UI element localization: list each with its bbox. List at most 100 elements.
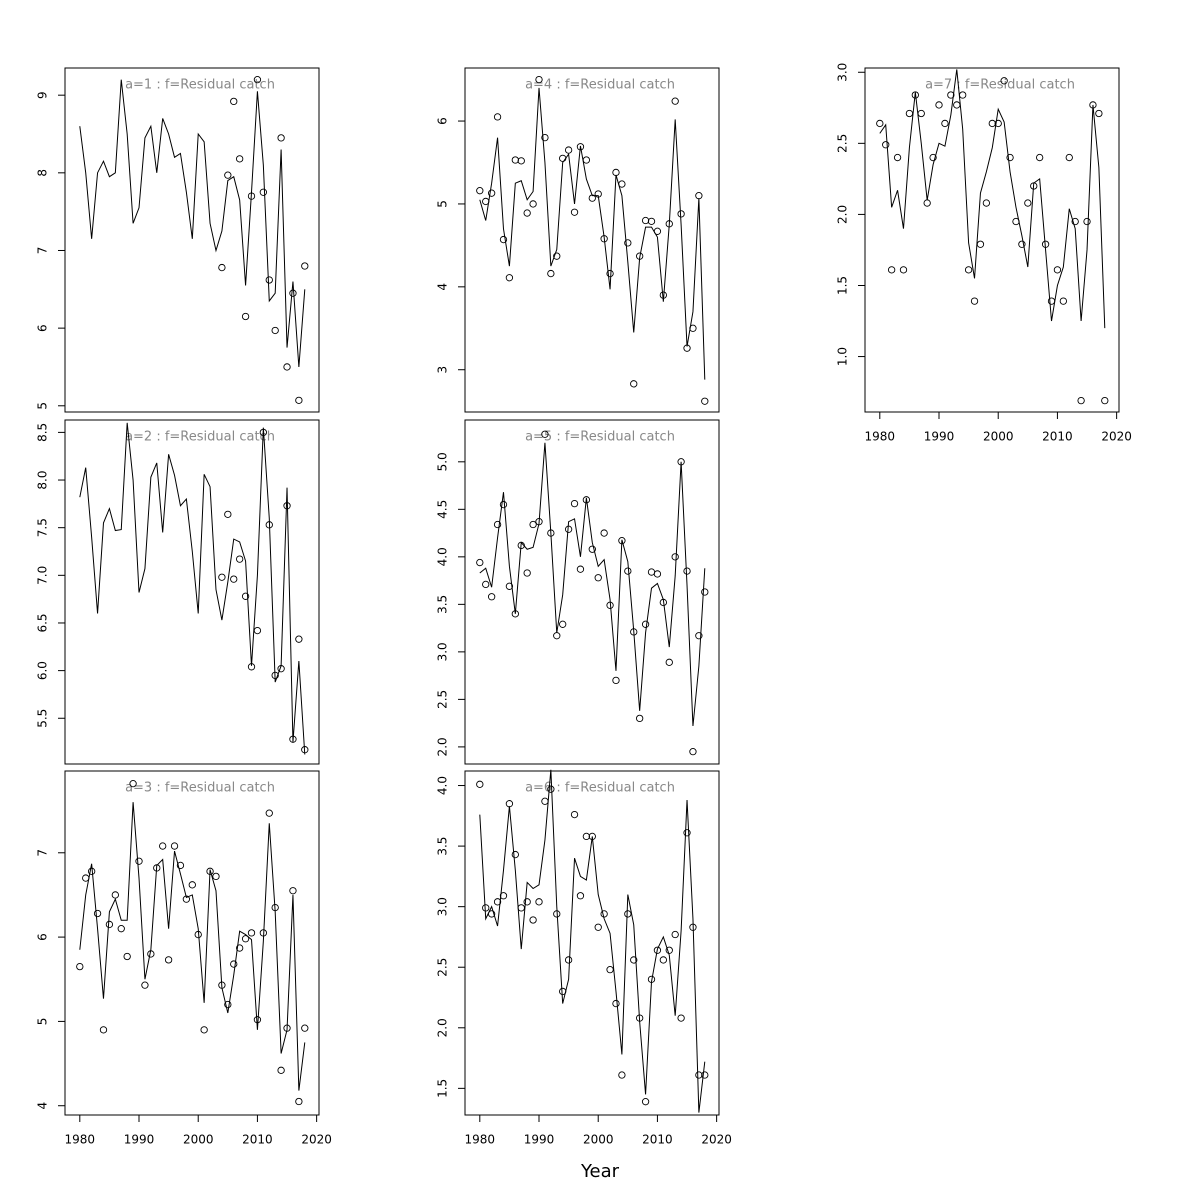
observed-point xyxy=(505,582,514,590)
observed-point xyxy=(517,904,525,912)
observed-point xyxy=(612,676,620,685)
y-tick-label: 6.5 xyxy=(36,613,50,632)
observed-point xyxy=(1036,153,1044,162)
observed-point xyxy=(624,910,632,918)
y-tick-label: 5 xyxy=(36,1018,50,1026)
observed-point xyxy=(695,632,703,640)
observed-point xyxy=(876,119,884,128)
observed-point xyxy=(618,180,626,188)
x-tick-label: 2000 xyxy=(583,1133,614,1147)
observed-point xyxy=(988,119,996,128)
observed-point xyxy=(188,881,196,889)
observed-point xyxy=(1083,217,1091,226)
observed-point xyxy=(218,981,226,989)
x-tick-label: 2020 xyxy=(701,1133,732,1147)
x-axis-label: Year xyxy=(580,1161,620,1182)
observed-point xyxy=(665,658,673,666)
observed-point xyxy=(259,428,267,437)
observed-point xyxy=(547,269,555,278)
observed-point xyxy=(487,593,496,601)
observed-point xyxy=(117,925,125,933)
observed-point xyxy=(529,200,537,208)
observed-point xyxy=(582,156,591,164)
observed-point xyxy=(1000,77,1008,85)
observed-point xyxy=(677,1014,685,1022)
fit-line xyxy=(79,79,306,367)
y-tick-label: 1.5 xyxy=(436,1079,450,1098)
y-tick-label: 3.5 xyxy=(436,837,450,856)
observed-point xyxy=(283,502,291,510)
observed-point xyxy=(76,962,84,971)
observed-point xyxy=(576,892,585,900)
observed-point xyxy=(224,1000,232,1009)
observed-point xyxy=(588,194,596,202)
y-tick-label: 4 xyxy=(36,1102,50,1110)
observed-point xyxy=(87,867,96,875)
observed-point xyxy=(253,626,262,635)
observed-point xyxy=(559,987,567,996)
observed-point xyxy=(505,274,514,282)
observed-point xyxy=(200,1026,208,1034)
x-tick-label: 1990 xyxy=(924,430,955,444)
observed-point xyxy=(976,240,985,248)
observed-point xyxy=(247,192,256,200)
observed-point xyxy=(505,800,514,808)
observed-point xyxy=(289,289,297,297)
observed-point xyxy=(588,545,596,553)
observed-point xyxy=(564,956,573,964)
observed-point xyxy=(535,898,543,906)
observed-point xyxy=(176,861,185,870)
observed-point xyxy=(93,909,102,918)
y-tick-label: 3.0 xyxy=(436,642,450,661)
observed-point xyxy=(535,75,543,84)
observed-point xyxy=(582,832,591,841)
observed-point xyxy=(289,887,297,895)
observed-point xyxy=(511,156,519,164)
observed-point xyxy=(594,190,602,198)
observed-point xyxy=(695,192,703,200)
observed-point xyxy=(695,1071,703,1079)
observed-point xyxy=(482,904,490,912)
y-tick-label: 4.0 xyxy=(436,547,450,566)
observed-point xyxy=(953,101,961,109)
observed-point xyxy=(517,157,525,165)
x-tick-label: 2010 xyxy=(642,1133,673,1147)
observed-point xyxy=(482,580,490,589)
observed-point xyxy=(206,867,214,875)
observed-point xyxy=(630,956,638,964)
observed-point xyxy=(547,529,555,537)
y-tick-label: 3.0 xyxy=(836,63,850,82)
observed-point xyxy=(482,197,490,206)
observed-point xyxy=(99,1026,108,1034)
observed-point xyxy=(1018,240,1026,248)
observed-point xyxy=(529,520,537,529)
panel-title: a=7 : f=Residual catch xyxy=(925,78,1075,93)
observed-point xyxy=(665,220,673,228)
fit-line xyxy=(479,87,706,380)
observed-point xyxy=(606,269,614,278)
fit-line xyxy=(879,69,1106,329)
observed-point xyxy=(277,1066,285,1074)
observed-point xyxy=(641,216,650,225)
x-tick-label: 1980 xyxy=(65,1133,96,1147)
observed-point xyxy=(230,97,238,106)
observed-point xyxy=(476,187,484,195)
observed-point xyxy=(653,946,662,954)
observed-point xyxy=(265,809,273,817)
observed-point xyxy=(289,735,297,743)
observed-point xyxy=(917,109,925,118)
observed-point xyxy=(559,154,567,163)
observed-point xyxy=(224,171,232,179)
observed-point xyxy=(493,520,502,529)
y-tick-label: 8 xyxy=(36,169,50,177)
y-tick-label: 7 xyxy=(36,849,50,857)
observed-point xyxy=(970,297,979,305)
observed-point xyxy=(600,529,608,537)
observed-point xyxy=(301,746,309,754)
observed-point xyxy=(236,944,244,952)
observed-point xyxy=(1071,217,1079,226)
observed-point xyxy=(212,872,220,881)
panel-title: a=4 : f=Residual catch xyxy=(525,78,675,93)
observed-point xyxy=(553,252,561,260)
plot-frame xyxy=(64,67,320,413)
